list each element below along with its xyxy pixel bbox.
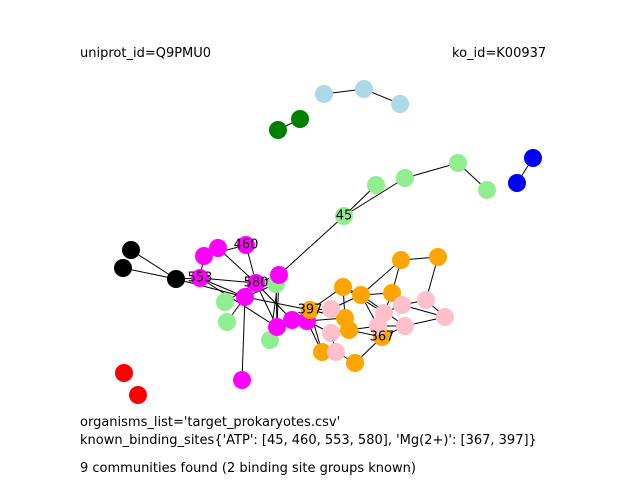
node-lb2 (355, 80, 373, 98)
node-m460 (237, 236, 255, 254)
node-p1 (322, 300, 340, 318)
node-m6 (270, 266, 288, 284)
node-label-580: 580 (244, 276, 269, 291)
node-lg2 (367, 176, 385, 194)
node-k1 (122, 241, 140, 259)
node-label-460: 460 (234, 238, 259, 253)
node-m553 (191, 269, 209, 287)
node-p6 (396, 317, 414, 335)
node-o2 (334, 278, 352, 296)
node-n45 (335, 207, 353, 225)
node-o8 (340, 321, 358, 339)
uniprot-id-label: uniprot_id=Q9PMU0 (80, 46, 212, 61)
graph-nodes (114, 80, 542, 404)
node-p9 (327, 343, 345, 361)
node-b2 (508, 174, 526, 192)
node-p8 (322, 324, 340, 342)
communities-found-label: 9 communities found (2 binding site grou… (80, 461, 416, 476)
node-b1 (524, 149, 542, 167)
node-k3 (167, 270, 185, 288)
node-o397 (301, 301, 319, 319)
node-label-367: 367 (370, 330, 395, 345)
edge-lg3-lg4 (404, 162, 459, 179)
edge-n45-m6 (278, 215, 345, 276)
node-p3 (393, 296, 411, 314)
known-binding-sites-label: known_binding_sites{'ATP': [45, 460, 553… (80, 433, 537, 448)
node-o10 (313, 343, 331, 361)
graph-node-labels: 45 460 553 580 397 367 (188, 209, 395, 345)
node-lg7 (218, 313, 236, 331)
ko-id-label: ko_id=K00937 (452, 46, 547, 61)
node-p4 (417, 291, 435, 309)
node-m3 (195, 247, 213, 265)
node-o6 (429, 248, 447, 266)
node-p7 (369, 317, 387, 335)
node-g2 (291, 110, 309, 128)
node-lg5 (478, 181, 496, 199)
node-m2 (209, 239, 227, 257)
node-lb3 (391, 95, 409, 113)
organisms-list-label: organisms_list='target_prokaryotes.csv' (80, 415, 341, 430)
edge-k3-m7 (175, 278, 246, 298)
node-lb1 (315, 85, 333, 103)
node-o5 (392, 251, 410, 269)
node-lg6 (216, 293, 234, 311)
edge-k2-k3 (122, 267, 177, 280)
node-m580 (247, 274, 265, 292)
node-k2 (114, 259, 132, 277)
node-r1 (115, 364, 133, 382)
node-label-45: 45 (336, 209, 353, 224)
node-m7 (236, 288, 254, 306)
node-g1 (269, 121, 287, 139)
edge-m553-m580 (199, 277, 257, 284)
edge-m7-o397 (244, 296, 311, 311)
node-p5 (436, 308, 454, 326)
node-label-553: 553 (188, 271, 213, 286)
node-lg4 (449, 154, 467, 172)
node-lg3 (396, 169, 414, 187)
node-o4 (383, 284, 401, 302)
edge-n45-lg3 (343, 177, 406, 217)
node-m11 (233, 371, 251, 389)
edge-m7-m11 (241, 296, 246, 381)
node-m9 (283, 311, 301, 329)
node-label-397: 397 (298, 303, 323, 318)
node-m8 (268, 318, 286, 336)
node-r2 (129, 386, 147, 404)
node-o11 (346, 354, 364, 372)
node-o3 (352, 286, 370, 304)
